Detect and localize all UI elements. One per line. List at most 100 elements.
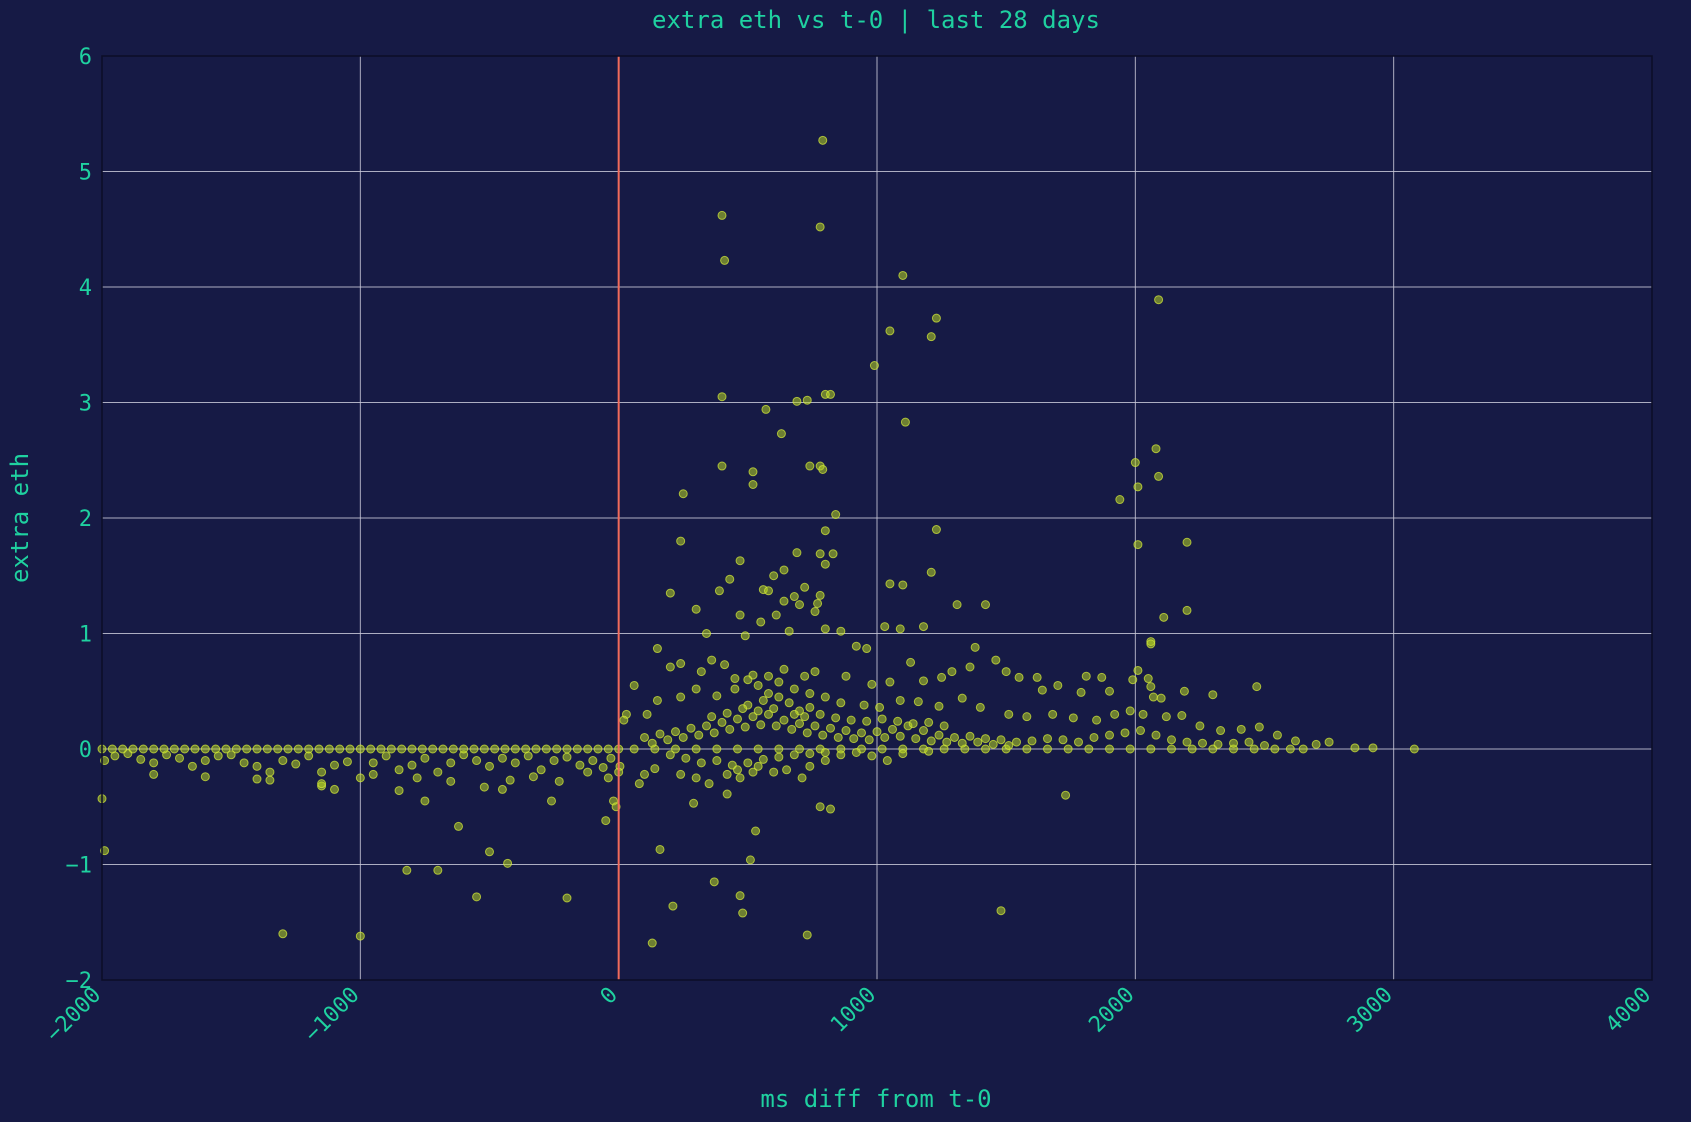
data-point [1229,738,1238,748]
data-point [252,744,262,754]
data-point [1027,736,1037,746]
data-point [562,893,572,903]
data-point [898,270,908,280]
data-point [857,728,866,738]
data-point [601,816,611,826]
data-point [397,744,407,754]
data-point [1216,726,1226,736]
data-point [789,709,799,719]
data-point [826,389,835,399]
data-point [846,715,856,725]
data-point [707,655,717,665]
data-point [771,610,781,620]
data-point [714,586,724,596]
data-point [800,712,810,722]
data-point [818,464,828,474]
data-point [293,744,303,754]
data-point [725,724,735,734]
data-point [278,756,288,766]
data-point [668,901,678,911]
data-point [756,617,766,627]
data-point [810,721,820,731]
data-point [1179,686,1189,696]
data-point [1195,721,1205,731]
data-point [813,598,823,608]
data-point [252,761,262,771]
data-point [1061,790,1071,800]
data-point [211,744,221,754]
data-point [417,744,427,754]
data-point [1004,741,1014,751]
data-point [200,772,210,782]
y-tick-label: 2 [79,507,92,532]
data-point [678,489,688,499]
data-point [239,758,249,768]
data-point [851,641,861,651]
data-point [815,709,825,719]
data-point [820,692,830,702]
data-point [818,730,828,740]
data-point [833,732,843,742]
y-tick-labels: −2 −1 0 1 2 3 4 5 6 [66,45,93,994]
data-point [1350,743,1360,753]
data-point [849,734,859,744]
data-point [828,549,838,559]
data-point [138,744,148,754]
data-point [748,767,758,777]
data-point [826,723,835,733]
data-point [996,735,1006,745]
data-point [552,744,562,754]
data-point [647,938,657,948]
data-point [1084,744,1094,754]
data-point [919,676,928,686]
data-point [1125,744,1135,754]
data-point [221,744,231,754]
data-point [712,756,722,766]
data-point [815,549,825,559]
data-point [572,744,582,754]
data-point [885,677,895,687]
data-point [686,723,696,733]
data-point [702,629,711,638]
data-point [304,744,314,754]
data-point [802,728,812,738]
data-point [820,747,830,757]
data-point [187,761,197,771]
data-point [629,744,639,754]
data-point [1022,712,1032,722]
data-point [764,671,773,681]
data-point [314,744,324,754]
data-point [459,744,469,754]
data-point [381,751,391,761]
data-point [774,744,784,754]
data-point [149,744,159,754]
data-point [1081,671,1091,681]
data-point [851,747,861,757]
data-point [779,596,789,606]
data-point [733,714,742,724]
data-point [867,751,877,761]
data-point [877,744,887,754]
data-point [665,662,675,672]
data-point [802,395,812,405]
data-point [691,604,701,614]
data-point [779,565,789,575]
data-point [528,772,538,782]
data-point [952,600,962,610]
data-point [665,750,675,760]
data-point [1012,737,1021,747]
data-point [541,744,551,754]
data-point [603,773,613,783]
data-point [779,715,789,725]
data-point [939,721,949,731]
data-point [1022,744,1032,754]
data-point [820,624,830,634]
data-point [678,732,688,742]
data-point [1167,744,1176,754]
data-point [826,804,835,814]
data-point [707,712,717,722]
data-point [864,735,874,745]
data-point [583,767,593,777]
data-point [1105,686,1114,696]
data-point [469,744,479,754]
